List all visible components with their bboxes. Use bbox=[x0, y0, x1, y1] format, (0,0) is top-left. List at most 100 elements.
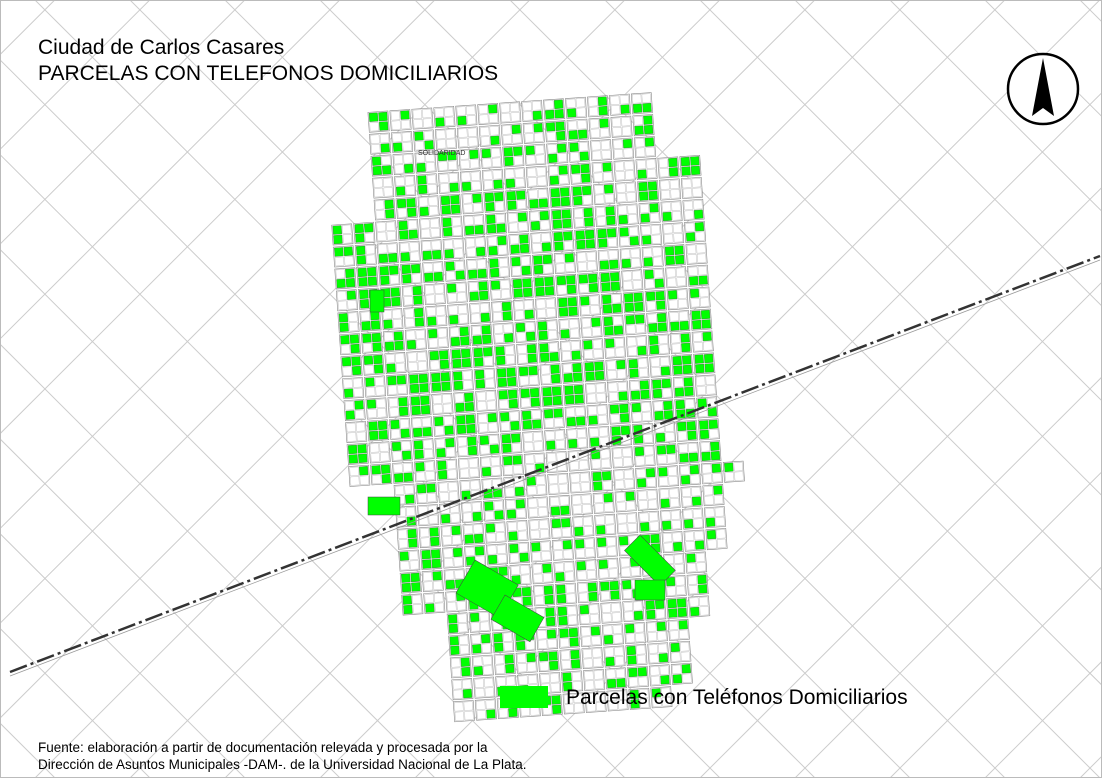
parcel-outline bbox=[385, 221, 396, 231]
parcel-outline bbox=[608, 568, 619, 578]
parcel bbox=[356, 255, 367, 265]
parcel-outline bbox=[500, 279, 510, 290]
parcel-outline bbox=[586, 251, 596, 262]
parcel-outline bbox=[485, 378, 495, 388]
parcel-outline bbox=[636, 468, 646, 479]
parcel bbox=[363, 355, 374, 365]
parcel-outline bbox=[508, 222, 519, 232]
parcel bbox=[370, 310, 380, 321]
parcel bbox=[566, 275, 576, 285]
parcel-outline bbox=[408, 361, 418, 372]
parcel bbox=[708, 419, 718, 429]
parcel bbox=[631, 402, 642, 413]
parcel bbox=[528, 366, 538, 376]
parcel-outline bbox=[635, 323, 646, 334]
parcel-outline bbox=[446, 459, 457, 470]
parcel-outline bbox=[625, 182, 636, 193]
parcel-outline bbox=[594, 184, 604, 195]
parcel-outline bbox=[422, 118, 433, 128]
parcel-outline bbox=[617, 690, 627, 700]
parcel-outline bbox=[444, 116, 455, 127]
parcel bbox=[632, 103, 643, 113]
parcel-outline bbox=[547, 638, 557, 649]
parcel-outline bbox=[617, 700, 628, 710]
parcel bbox=[625, 315, 635, 325]
parcel bbox=[448, 614, 458, 624]
parcel bbox=[573, 195, 583, 206]
parcel-outline bbox=[578, 450, 588, 461]
parcel bbox=[334, 247, 344, 257]
parcel bbox=[599, 118, 609, 128]
parcel bbox=[576, 561, 587, 571]
parcel-outline bbox=[425, 470, 435, 481]
parcel-outline bbox=[694, 530, 704, 541]
parcel-outline bbox=[529, 520, 540, 530]
parcel-outline bbox=[405, 506, 416, 517]
parcel bbox=[560, 505, 570, 516]
parcel-outline bbox=[460, 159, 470, 170]
parcel-outline bbox=[670, 189, 680, 199]
parcel bbox=[635, 314, 645, 324]
parcel-outline bbox=[678, 298, 688, 309]
parcel bbox=[601, 471, 612, 481]
parcel bbox=[467, 445, 478, 456]
parcel bbox=[688, 452, 699, 462]
parcel bbox=[428, 328, 438, 339]
parcel bbox=[555, 121, 565, 131]
parcel bbox=[422, 427, 432, 437]
parcel bbox=[562, 218, 572, 229]
parcel bbox=[636, 478, 647, 488]
parcel-outline bbox=[589, 604, 599, 614]
parcel-outline bbox=[462, 502, 472, 513]
block bbox=[473, 676, 496, 699]
parcel-outline bbox=[646, 301, 657, 311]
parcel-outline bbox=[530, 211, 540, 221]
parcel-outline bbox=[588, 97, 598, 107]
parcel-outline bbox=[531, 409, 541, 420]
parcel-outline bbox=[520, 565, 530, 575]
parcel-outline bbox=[473, 524, 483, 534]
parcel bbox=[371, 332, 382, 343]
parcel-outline bbox=[424, 285, 435, 295]
parcel-outline bbox=[468, 137, 478, 147]
parcel-outline bbox=[685, 540, 695, 551]
parcel bbox=[511, 124, 521, 134]
parcel-outline bbox=[527, 485, 537, 496]
parcel-outline bbox=[524, 133, 535, 143]
parcel bbox=[566, 284, 577, 295]
parcel bbox=[531, 542, 541, 552]
parcel-outline bbox=[688, 266, 698, 277]
parcel-outline bbox=[373, 178, 383, 188]
parcel bbox=[602, 304, 613, 314]
parcel bbox=[550, 364, 560, 374]
parcel-outline bbox=[617, 514, 627, 524]
parcel-outline bbox=[582, 195, 593, 205]
parcel bbox=[603, 634, 614, 645]
parcel bbox=[519, 552, 529, 562]
parcel-outline bbox=[676, 276, 686, 287]
parcel bbox=[474, 224, 484, 235]
parcel bbox=[426, 483, 436, 493]
parcel-outline bbox=[647, 490, 657, 500]
parcel bbox=[652, 379, 662, 389]
parcel-outline bbox=[655, 423, 665, 433]
parcel bbox=[368, 112, 379, 122]
parcel-outline bbox=[561, 351, 572, 361]
parcel-outline bbox=[671, 333, 681, 344]
parcel-outline bbox=[613, 457, 623, 468]
parcel bbox=[469, 612, 480, 623]
parcel bbox=[554, 109, 564, 119]
parcel bbox=[464, 402, 475, 412]
parcel-outline bbox=[558, 483, 569, 494]
parcel bbox=[660, 675, 670, 685]
parcel-outline bbox=[631, 258, 641, 268]
parcel-outline bbox=[337, 291, 347, 301]
parcel bbox=[430, 536, 440, 547]
parcel-outline bbox=[471, 502, 482, 512]
parcel-outline bbox=[424, 461, 435, 471]
parcel-outline bbox=[486, 391, 496, 401]
parcel bbox=[644, 269, 654, 280]
parcel-outline bbox=[462, 679, 472, 689]
block bbox=[368, 441, 391, 464]
parcel-outline bbox=[571, 482, 581, 493]
